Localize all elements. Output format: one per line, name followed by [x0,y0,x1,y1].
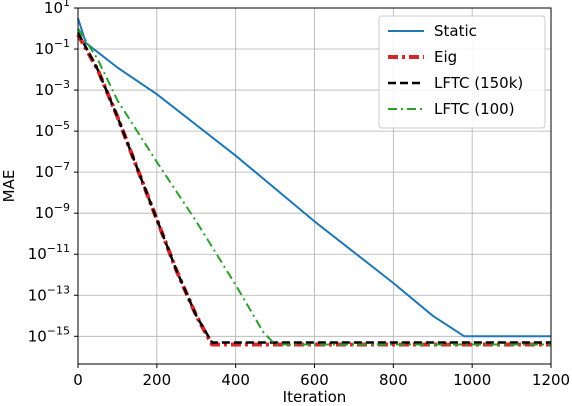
y-axis-label: MAE [0,170,18,203]
legend-label-2: LFTC (150k) [434,74,523,92]
legend-box [378,15,546,129]
y-tick-label: 10−3 [35,78,70,99]
y-tick-label: 10−7 [35,160,70,181]
legend-label-0: Static [434,22,477,40]
y-tick-label: 10−9 [35,201,70,222]
y-axis-ticks: 101 10−1 10−3 10−5 10−7 10−9 10−11 10−13 10−15 [28,0,78,345]
y-tick-label: 101 [44,0,70,17]
legend: Static Eig LFTC (150k) LFTC (100) [378,15,546,129]
legend-label-3: LFTC (100) [434,100,515,118]
x-tick-label: 1000 [453,371,491,389]
x-axis-label: Iteration [283,388,347,406]
series-lines [76,17,551,347]
x-tick-label: 600 [300,371,329,389]
y-tick-label: 10−1 [35,37,70,58]
legend-label-1: Eig [434,48,457,66]
x-tick-label: 0 [73,371,83,389]
x-tick-label: 400 [221,371,250,389]
y-tick-label: 10−15 [28,324,70,345]
y-tick-label: 10−13 [28,283,70,304]
series-line-0 [77,17,551,338]
x-tick-label: 1200 [532,371,570,389]
series-line-2 [76,32,551,344]
x-tick-label: 800 [379,371,408,389]
y-tick-label: 10−11 [28,242,70,263]
y-tick-label: 10−5 [35,119,70,140]
x-tick-label: 200 [143,371,172,389]
x-axis-ticks: 0 200 400 600 800 1000 1200 [73,364,570,389]
series-line-3 [77,27,551,346]
